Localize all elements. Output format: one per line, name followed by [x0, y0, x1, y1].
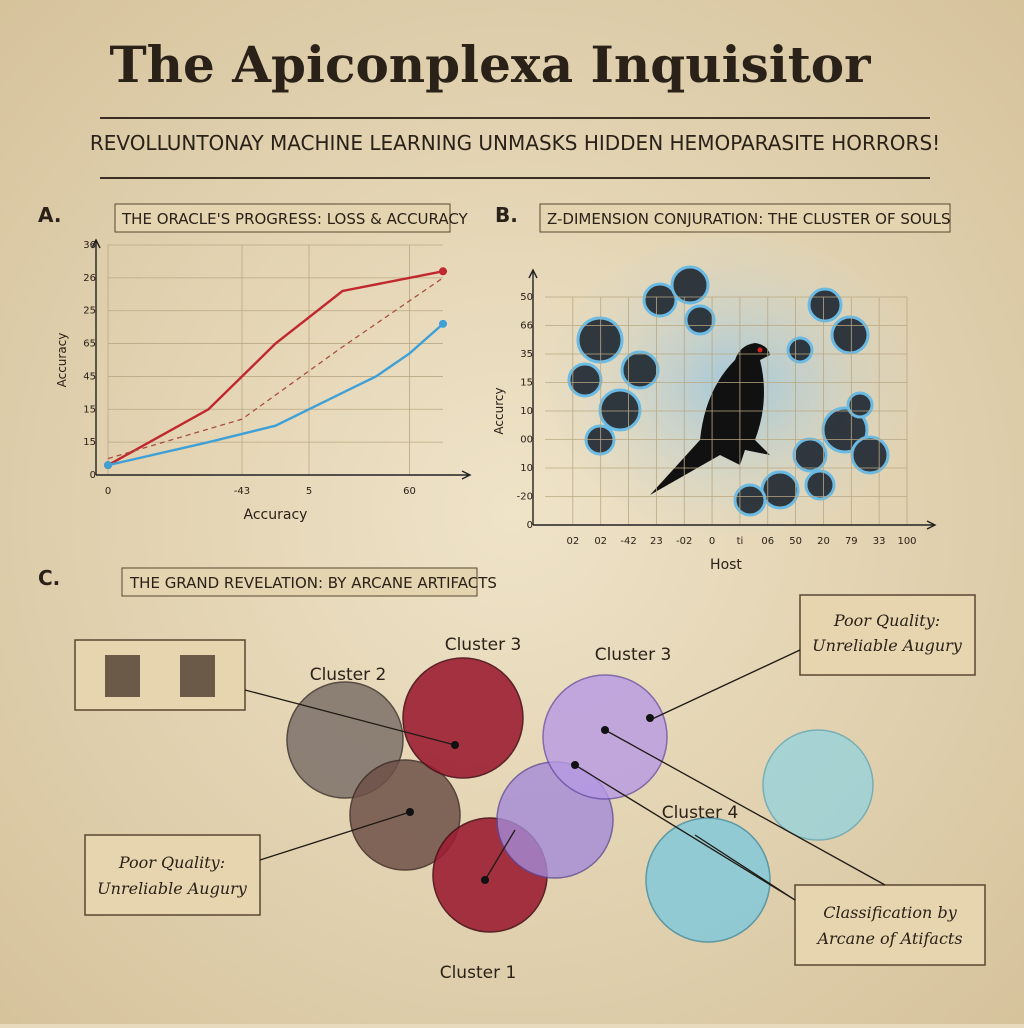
x-axis-title: Host — [710, 557, 742, 573]
axis — [533, 520, 937, 530]
cluster-label: Cluster 3 — [595, 645, 672, 665]
x-tick-label: 79 — [845, 536, 858, 547]
panel-label: C. — [38, 566, 60, 590]
y-tick-label: 25 — [83, 306, 96, 317]
soul-cloud — [550, 235, 920, 535]
callout: Unreliable Augury — [97, 879, 248, 898]
x-tick-label: 50 — [789, 536, 802, 547]
callout: Poor Quality: — [118, 853, 225, 872]
subtitle: REVOLLUNTONAY MACHINE LEARNING UNMASKS H… — [90, 131, 940, 155]
y-tick-label: 00 — [520, 435, 533, 446]
banner — [539, 203, 951, 233]
x-tick-label: ti — [737, 536, 744, 547]
x-tick-label: 0 — [709, 536, 715, 547]
y-tick-label: 15 — [83, 437, 96, 448]
banner — [121, 567, 478, 597]
panel-title: Z-DIMENSION CONJURATION: THE CLUSTER OF … — [547, 210, 951, 228]
y-tick-label: 26 — [83, 273, 96, 284]
series-line — [107, 270, 444, 467]
title: The Apiconplexa Inquisitor — [109, 35, 871, 94]
x-tick-label: 02 — [566, 536, 579, 547]
axis — [96, 470, 472, 480]
x-tick-label: 23 — [650, 536, 663, 547]
x-tick-label: 60 — [403, 486, 416, 497]
endpoint — [104, 461, 112, 470]
callout: Poor Quality: — [833, 611, 940, 630]
y-tick-label: 15 — [520, 378, 533, 389]
cluster-label: Cluster 4 — [662, 803, 739, 823]
callout: Arcane of Atifacts — [815, 929, 962, 948]
y-tick-label: 15 — [83, 404, 96, 415]
cluster-label: Cluster 1 — [440, 963, 517, 983]
y-tick-label: 36 — [83, 240, 96, 251]
y-tick-label: 50 — [520, 292, 533, 303]
cluster-blobs — [74, 594, 986, 966]
y-tick-label: 10 — [520, 406, 533, 417]
cluster-label: Cluster 3 — [445, 635, 522, 655]
y-tick-label: 65 — [83, 339, 96, 350]
endpoint — [439, 267, 447, 276]
y-tick-label: 0 — [527, 520, 533, 531]
series-line — [107, 322, 444, 467]
panel-label: B. — [495, 203, 518, 227]
panel-title: THE GRAND REVELATION: BY ARCANE ARTIFACT… — [129, 574, 497, 592]
x-tick-label: 20 — [817, 536, 830, 547]
callout: Unreliable Augury — [812, 636, 963, 655]
y-tick-label: 0 — [90, 470, 96, 481]
banner — [114, 203, 451, 233]
callout: Classification by — [823, 903, 957, 922]
x-tick-label: 06 — [761, 536, 774, 547]
axis — [91, 238, 101, 475]
x-tick-label: 02 — [594, 536, 607, 547]
x-tick-label: 100 — [897, 536, 916, 547]
y-axis-title: Accurcy — [492, 387, 506, 434]
series-line — [107, 277, 444, 460]
y-tick-label: 10 — [520, 463, 533, 474]
panel-label: A. — [38, 203, 61, 227]
x-tick-label: 0 — [105, 486, 111, 497]
y-tick-label: 66 — [520, 321, 533, 332]
cluster-label: Cluster 2 — [310, 665, 387, 685]
x-tick-label: 33 — [873, 536, 886, 547]
y-tick-label: 35 — [520, 349, 533, 360]
y-tick-label: -20 — [517, 492, 533, 503]
y-axis-title: Accuracy — [55, 333, 69, 388]
endpoint — [439, 319, 447, 328]
panel-title: THE ORACLE'S PROGRESS: LOSS & ACCURACY — [121, 210, 469, 228]
x-axis-title: Accuracy — [244, 507, 308, 523]
x-tick-label: -43 — [234, 486, 250, 497]
axis — [528, 268, 538, 525]
x-tick-label: 5 — [306, 486, 312, 497]
x-tick-label: -42 — [620, 536, 636, 547]
y-tick-label: 45 — [83, 371, 96, 382]
x-tick-label: -02 — [676, 536, 692, 547]
